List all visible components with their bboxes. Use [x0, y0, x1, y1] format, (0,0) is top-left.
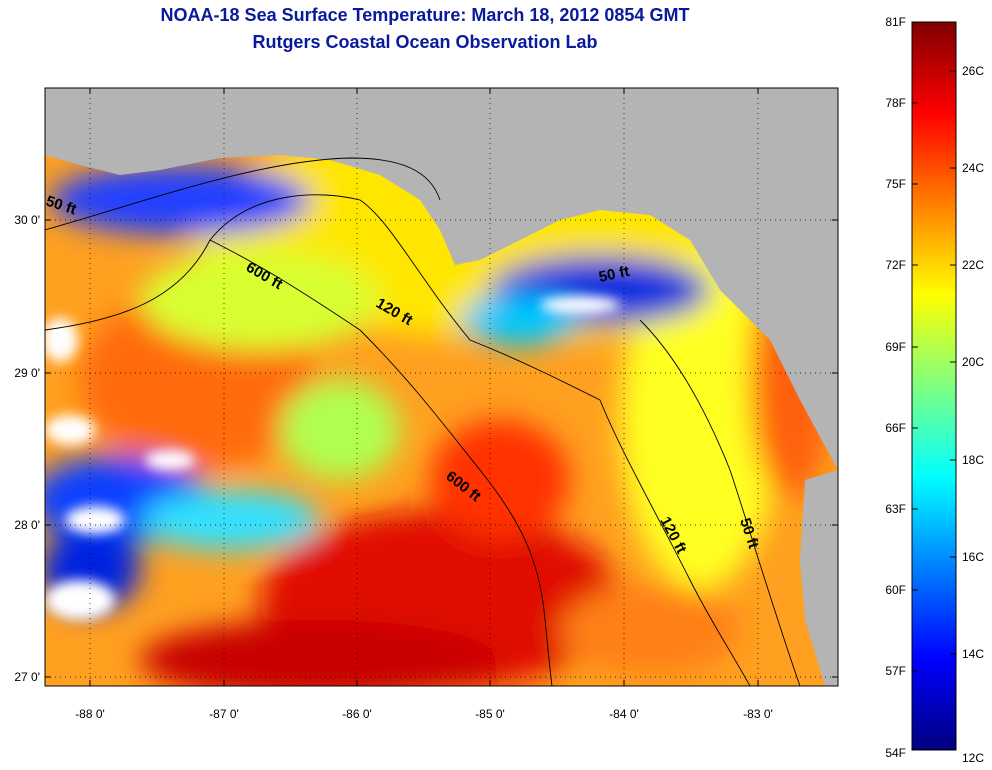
colorbar-c-label: 24C	[962, 161, 984, 175]
lat-tick-label: 28 0'	[14, 518, 40, 532]
land-east	[800, 470, 838, 686]
sst-field	[45, 88, 838, 686]
land-north	[45, 88, 838, 470]
colorbar-ticks	[912, 70, 956, 672]
axis-ticks	[45, 88, 838, 686]
lat-tick-label: 29 0'	[14, 366, 40, 380]
contour-120ft	[45, 194, 751, 686]
depth-contours	[45, 157, 801, 686]
colorbar	[911, 21, 957, 751]
lon-tick-label: -87 0'	[209, 707, 239, 721]
map-subtitle: Rutgers Coastal Ocean Observation Lab	[252, 32, 598, 52]
lat-tick-label: 27 0'	[14, 670, 40, 684]
colorbar-c-label: 26C	[962, 64, 984, 78]
lon-tick-label: -86 0'	[342, 707, 372, 721]
colorbar-c-label: 16C	[962, 550, 984, 564]
colorbar-f-label: 63F	[885, 502, 906, 516]
grid-lines	[45, 88, 838, 686]
contour-50ft-north	[45, 157, 441, 231]
lon-tick-label: -85 0'	[475, 707, 505, 721]
colorbar-f-label: 69F	[885, 340, 906, 354]
colorbar-f-label: 60F	[885, 583, 906, 597]
colorbar-f-label: 57F	[885, 664, 906, 678]
colorbar-c-label: 14C	[962, 647, 984, 661]
colorbar-f-label: 75F	[885, 177, 906, 191]
colorbar-c-label: 20C	[962, 355, 984, 369]
colorbar-f-label: 66F	[885, 421, 906, 435]
plot-frame	[44, 87, 839, 687]
lat-tick-label: 30 0'	[14, 213, 40, 227]
contour-600ft	[209, 239, 553, 686]
lon-tick-label: -88 0'	[75, 707, 105, 721]
map-title: NOAA-18 Sea Surface Temperature: March 1…	[160, 5, 690, 25]
colorbar-c-label: 22C	[962, 258, 984, 272]
colorbar-c-label: 18C	[962, 453, 984, 467]
colorbar-f-label: 81F	[885, 15, 906, 29]
lon-tick-label: -83 0'	[743, 707, 773, 721]
colorbar-f-label: 54F	[885, 746, 906, 760]
contour-50ft-east	[639, 319, 801, 686]
lon-tick-label: -84 0'	[609, 707, 639, 721]
colorbar-f-label: 78F	[885, 96, 906, 110]
colorbar-c-label: 12C	[962, 751, 984, 765]
colorbar-f-label: 72F	[885, 258, 906, 272]
contour-label: 50 ft	[597, 263, 631, 286]
